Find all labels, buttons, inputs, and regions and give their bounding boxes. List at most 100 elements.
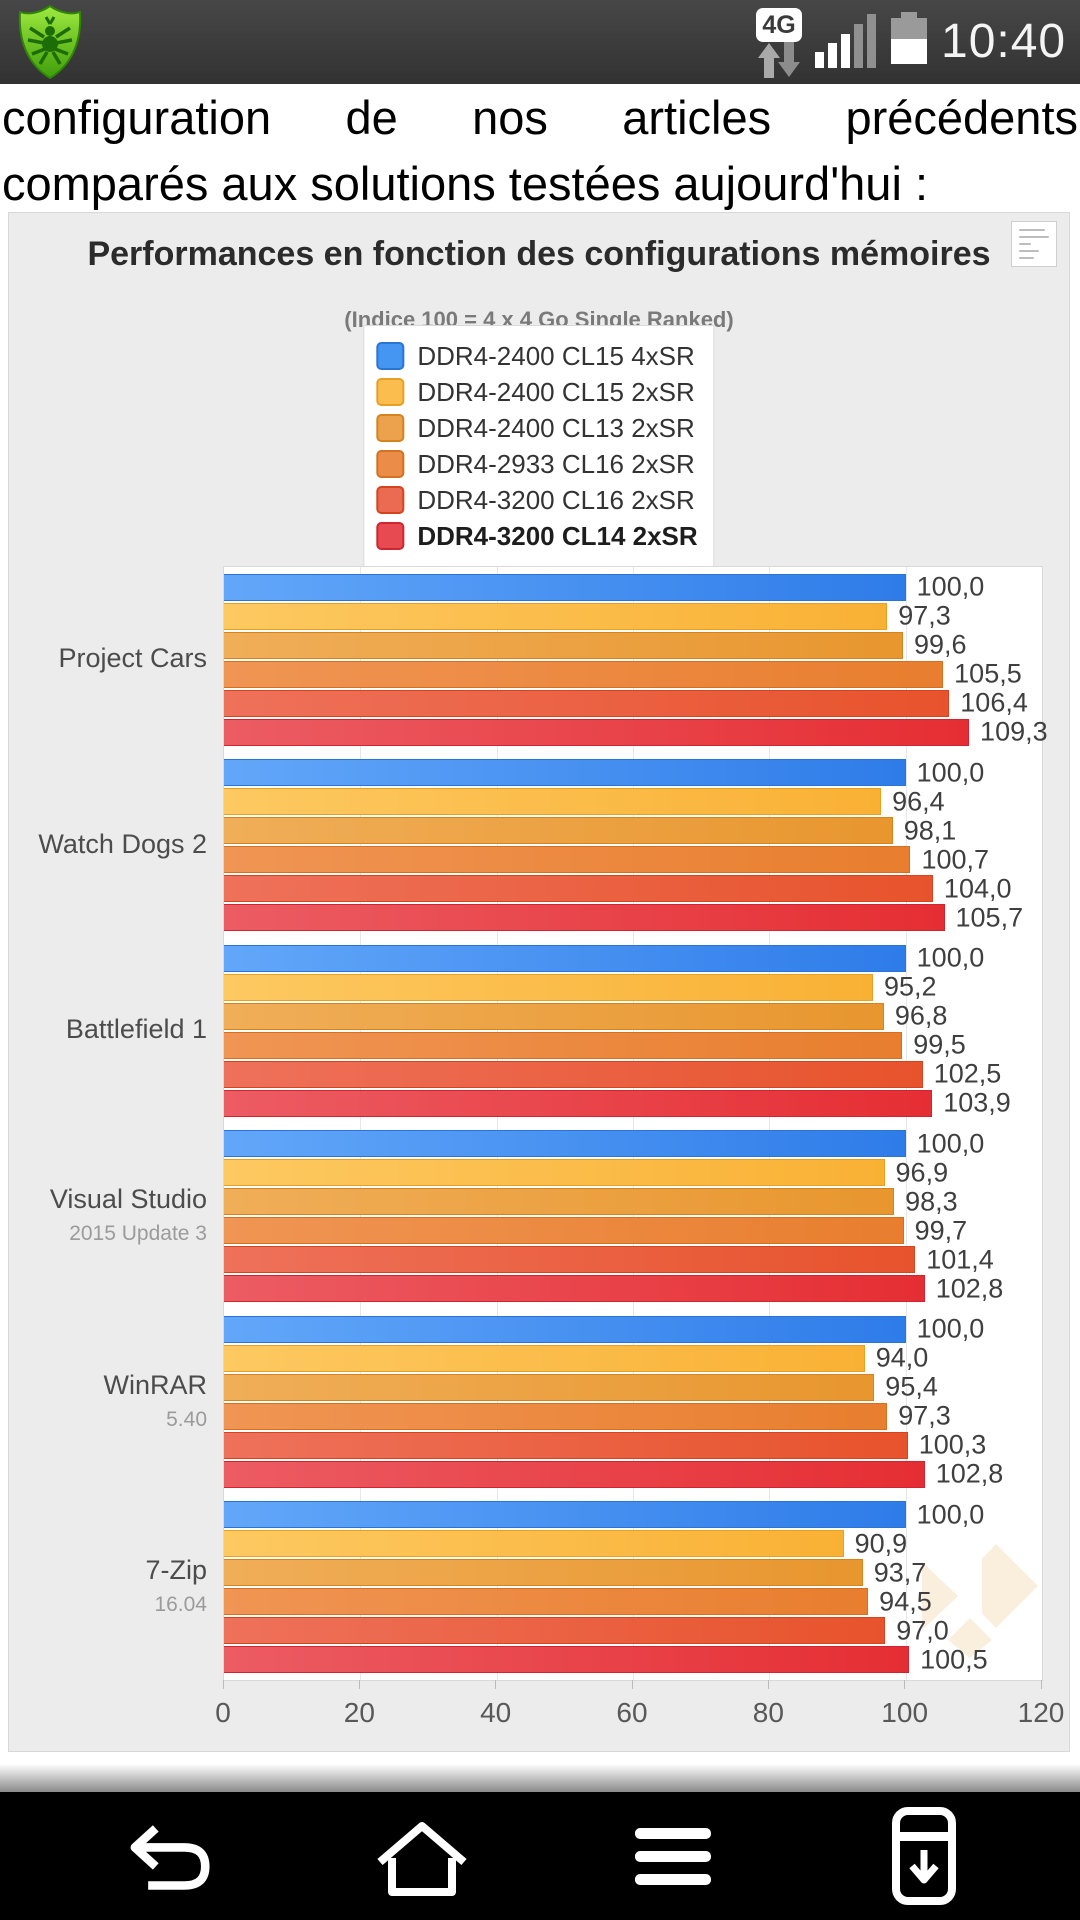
bar[interactable] [224,1188,895,1216]
bar-value-label: 98,1 [903,815,957,846]
bar[interactable] [224,1089,933,1117]
bar[interactable] [224,1431,908,1459]
bar[interactable] [224,1588,869,1616]
bar[interactable] [224,875,933,903]
page-bottom-fade [0,1752,1080,1792]
bar[interactable] [224,1559,863,1587]
bar-row: 103,9 [224,1088,1042,1118]
bar[interactable] [224,944,906,972]
legend-item[interactable]: DDR4-2400 CL15 2xSR [376,374,697,410]
bar[interactable] [224,1530,844,1558]
plot-groups: 100,0 97,3 99,6 105,5 106,4 109,3 100,0 96,4 98,… [224,567,1048,1680]
bar[interactable] [224,1159,885,1187]
x-tick [1040,1680,1042,1689]
bar[interactable] [224,904,945,932]
bar[interactable] [224,846,911,874]
bar-row: 100,0 [224,1314,1042,1344]
bar-value-label: 102,5 [933,1058,1002,1089]
export-menu-button[interactable] [1011,221,1057,267]
bar-row: 106,4 [224,688,1042,718]
x-axis: 0 20 40 60 80 100 120 [215,1679,1064,1743]
bar-value-label: 101,4 [926,1244,994,1275]
bar[interactable] [224,788,882,816]
legend-item[interactable]: DDR4-2400 CL13 2xSR [376,410,697,446]
legend-item[interactable]: DDR4-3200 CL14 2xSR [376,518,698,554]
bar[interactable] [224,1275,925,1303]
status-bar: 4G 10:40 [0,0,1080,84]
download-icon [892,1807,957,1905]
x-tick-label: 0 [215,1697,231,1728]
category-label: WinRAR 5.40 [9,1308,207,1494]
bar[interactable] [224,573,906,601]
bar[interactable] [224,1402,888,1430]
bar-value-label: 98,3 [905,1186,958,1217]
bar[interactable] [224,1315,906,1343]
gridline [496,567,498,1680]
legend-label: DDR4-3200 CL16 2xSR [417,484,695,515]
bar-row: 90,9 [224,1528,1042,1558]
word: configuration [2,91,272,144]
chart-card: Performances en fonction des configurati… [8,212,1070,1752]
bar-value-label: 99,6 [913,629,967,660]
legend-item[interactable]: DDR4-2400 CL15 4xSR [376,338,697,374]
bar-value-label: 99,7 [914,1215,968,1246]
home-button[interactable] [367,1808,477,1904]
bar-row: 95,4 [224,1372,1042,1402]
word: de [345,91,398,144]
category-label-sub: 16.04 [154,1593,207,1617]
bar[interactable] [224,660,944,688]
bar-row: 104,0 [224,873,1042,903]
bar[interactable] [224,1060,923,1088]
menu-icon [635,1828,712,1885]
bar-value-label: 95,2 [883,971,937,1002]
legend-label: DDR4-2400 CL15 2xSR [417,376,695,407]
bar[interactable] [224,602,888,630]
bar[interactable] [224,1373,875,1401]
bar-group: 100,0 96,4 98,1 100,7 104,0 105,7 [224,753,1042,939]
back-button[interactable] [116,1808,226,1904]
bar[interactable] [224,817,893,845]
bar[interactable] [224,759,906,787]
category-label-main: Battlefield 1 [65,1014,207,1045]
download-button[interactable] [869,1807,979,1905]
bar-row: 105,5 [224,658,1042,689]
bar-row: 100,5 [224,1644,1042,1674]
bar[interactable] [224,1646,910,1674]
bar[interactable] [224,718,970,746]
x-tick [767,1680,769,1689]
bar-value-label: 100,0 [916,757,985,788]
legend-item[interactable]: DDR4-2933 CL16 2xSR [376,446,697,482]
bar[interactable] [224,1130,906,1158]
bar[interactable] [224,1617,886,1645]
bar-row: 100,0 [224,1128,1042,1158]
bar-value-label: 96,4 [892,786,945,817]
bar-row: 96,8 [224,1001,1042,1031]
bar-row: 102,8 [224,1459,1042,1489]
legend-label: DDR4-2400 CL13 2xSR [417,412,695,443]
menu-button[interactable] [618,1808,728,1904]
legend-swatch-icon [376,414,405,442]
bar-value-label: 105,5 [954,658,1022,689]
bar[interactable] [224,1344,865,1372]
bar[interactable] [224,1217,904,1245]
bar[interactable] [224,631,903,659]
article-text: configuration de nos articles précédents com… [0,84,1080,211]
category-label-main: 7-Zip [145,1555,207,1586]
bar[interactable] [224,1002,884,1030]
bar[interactable] [224,973,873,1001]
legend-label: DDR4-2933 CL16 2xSR [417,448,695,479]
x-tick [631,1680,633,1689]
plot-area: 100,0 97,3 99,6 105,5 106,4 109,3 100,0 96,4 98,… [223,566,1048,1681]
bar[interactable] [224,1501,906,1529]
android-nav-bar [0,1792,1080,1920]
legend-item[interactable]: DDR4-3200 CL16 2xSR [376,482,697,518]
bar-row: 99,7 [224,1215,1042,1246]
word: articles [622,91,772,144]
word: précédents [845,91,1078,144]
bar[interactable] [224,1031,903,1059]
bar[interactable] [224,1460,925,1488]
category-label: Battlefield 1 [9,937,207,1123]
bar-value-label: 93,7 [873,1557,927,1588]
bar[interactable] [224,1246,916,1274]
bar[interactable] [224,689,950,717]
